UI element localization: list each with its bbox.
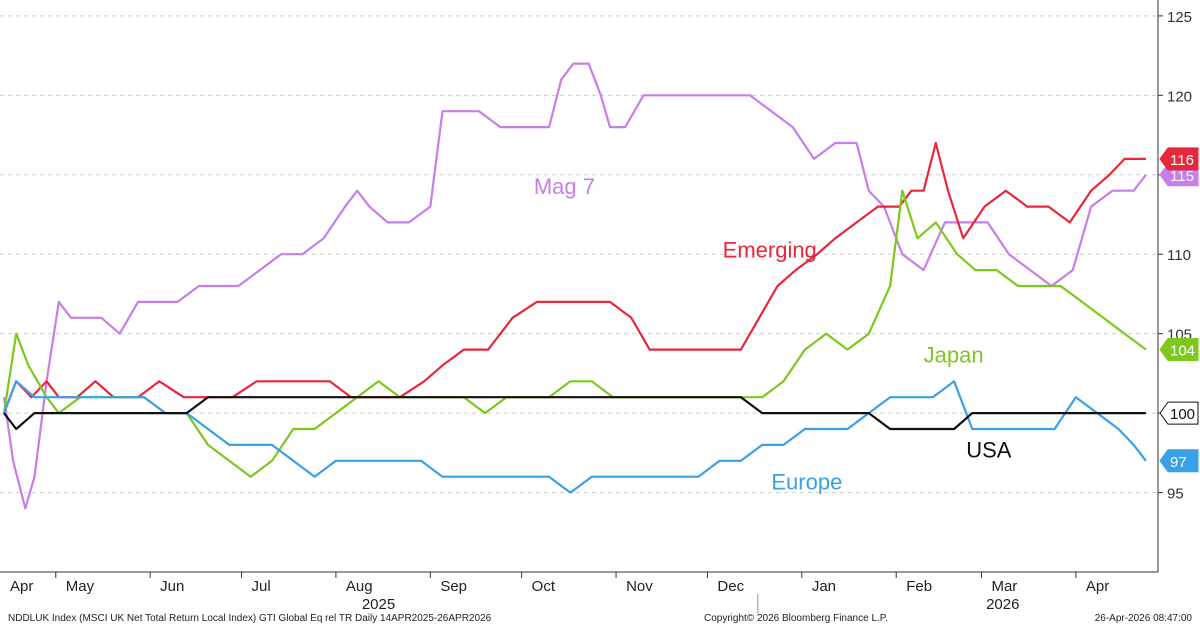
y-tick-label: 120 [1167, 88, 1192, 105]
x-year-label: 2025 [362, 596, 395, 613]
x-tick-label: Sep [440, 578, 467, 595]
x-tick-label: Nov [626, 578, 653, 595]
x-tick-label: Mar [991, 578, 1017, 595]
y-tick-label: 110 [1167, 247, 1191, 264]
series-line-usa [3, 396, 1146, 431]
value-tag-japan [1159, 338, 1199, 362]
series-line-emerging [2, 141, 1146, 414]
footer-timestamp: 26-Apr-2026 08:47:00 [1094, 613, 1192, 624]
x-tick-label: Jun [160, 578, 184, 595]
series-line-japan [2, 189, 1147, 478]
series-lines [2, 62, 1147, 510]
x-tick-label: Oct [532, 578, 556, 595]
value-tag-label: 100 [1170, 406, 1195, 423]
value-tag-emerging [1159, 147, 1199, 171]
x-axis: Apr May Jun Jul Aug Sep Oct Nov Dec Jan Feb Mar Apr 2… [0, 571, 1158, 614]
value-tag-europe [1159, 449, 1199, 473]
x-year-label: 2026 [986, 596, 1019, 613]
x-tick-label: Apr [10, 578, 33, 595]
x-tick-label: Apr [1086, 578, 1109, 595]
series-annotations: Mag 7 Emerging Japan USA Europe [534, 174, 1012, 495]
value-tag-label: 104 [1170, 343, 1195, 360]
x-tick-label: Jan [812, 578, 836, 595]
x-tick-label: Dec [717, 578, 744, 595]
x-tick-label: Aug [346, 578, 373, 595]
y-tick-label: 125 [1167, 9, 1192, 26]
value-tag-label: 97 [1170, 454, 1187, 471]
series-line-mag-7 [2, 62, 1147, 510]
annotation-usa: USA [966, 438, 1012, 463]
x-tick-label: Jul [252, 578, 271, 595]
y-axis: 95100105110115120125 [1157, 0, 1192, 572]
annotation-japan: Japan [924, 342, 984, 367]
x-tick-label: Feb [906, 578, 932, 595]
annotation-emerging: Emerging [723, 237, 817, 262]
gridlines [0, 15, 1158, 494]
value-tag-label: 115 [1170, 168, 1194, 185]
value-tag-label: 116 [1170, 152, 1194, 169]
value-tag-usa [1159, 401, 1199, 425]
annotation-europe: Europe [771, 469, 842, 494]
y-tick-label: 95 [1167, 486, 1184, 503]
annotation-mag-7: Mag 7 [534, 174, 595, 199]
series-line-europe [2, 380, 1147, 494]
footer-copyright: Copyright© 2026 Bloomberg Finance L.P. [704, 613, 888, 624]
footer-source: NDDLUK Index (MSCI UK Net Total Return L… [8, 613, 492, 624]
x-tick-label: May [66, 578, 95, 595]
